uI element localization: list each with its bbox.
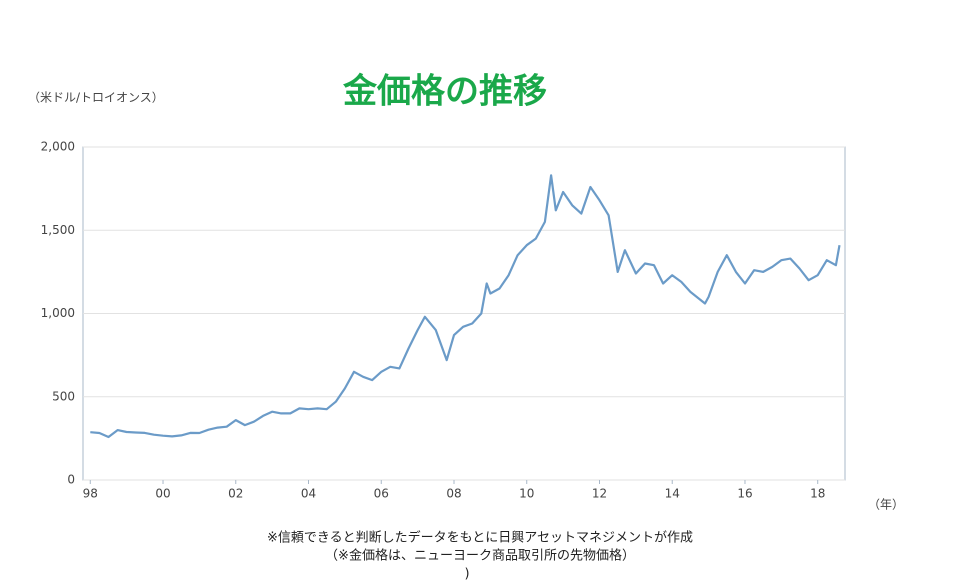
y-axis-label: （米ドル/トロイオンス） (28, 91, 164, 105)
x-tick-label: 10 (519, 487, 534, 501)
x-tick-label: 06 (374, 487, 389, 501)
note: ※信頼できると判断したデータをもとに日興アセットマネジメントが作成 (267, 530, 693, 546)
x-tick-label: 12 (592, 487, 607, 501)
note: ) (464, 567, 469, 580)
y-tick-label: 1,500 (41, 223, 75, 237)
chart-title: 金価格の推移 (342, 72, 547, 112)
x-axis-label: （年） (868, 498, 904, 512)
x-tick-label: 18 (810, 487, 825, 501)
y-tick-label: 1,000 (41, 306, 75, 320)
y-tick-label: 500 (52, 389, 75, 403)
line (90, 174, 841, 439)
x-tick-label: 02 (228, 487, 243, 501)
x-tick-label: 08 (446, 487, 461, 501)
x-tick-label: 16 (737, 487, 752, 501)
note: （※金価格は、ニューヨーク商品取引所の先物価格） (325, 548, 635, 564)
x-tick-label: 14 (665, 487, 680, 501)
x-tick-label: 04 (301, 487, 316, 501)
x-tick-label: 00 (155, 487, 170, 501)
y-tick-label: 2,000 (41, 140, 75, 154)
y-tick-label: 0 (67, 473, 75, 487)
x-tick-label: 98 (83, 487, 98, 501)
